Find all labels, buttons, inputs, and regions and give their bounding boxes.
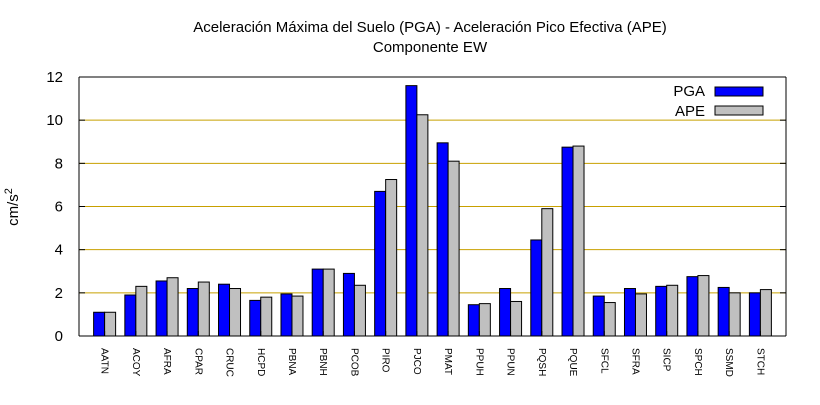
legend: PGA APE: [673, 83, 764, 120]
bar-ape-pmat: [447, 160, 460, 337]
bar-ape-ppuh: [478, 303, 491, 337]
bar-pga-aatn: [93, 311, 106, 337]
x-category-label: PQSH: [536, 348, 547, 376]
x-category-label: AFRA: [161, 348, 172, 375]
bar-pga-pbna: [280, 293, 293, 337]
bar-pga-sicp: [655, 285, 668, 337]
bar-pga-stch: [748, 292, 761, 337]
y-axis-label: cm/s2: [3, 188, 22, 226]
bar-ape-pqsh: [541, 208, 554, 337]
y-tick-label: 4: [55, 242, 63, 259]
bar-pga-pqsh: [530, 239, 543, 337]
bar-pga-pmat: [436, 142, 449, 337]
bar-pga-hcpd: [249, 299, 262, 337]
legend-label-pga: PGA: [673, 83, 705, 100]
bar-pga-pque: [561, 146, 574, 337]
x-category-label: PBNA: [286, 348, 297, 376]
bars: [93, 85, 772, 337]
chart-title: Aceleración Máxima del Suelo (PGA) - Ace…: [193, 19, 667, 36]
x-category-label: PMAT: [442, 348, 453, 375]
bar-ape-spch: [697, 275, 710, 337]
bar-ape-piro: [385, 179, 398, 337]
bar-pga-pbnh: [311, 268, 324, 337]
bar-ape-pjco: [416, 114, 429, 337]
bar-pga-ssmd: [717, 286, 730, 337]
bar-ape-afra: [166, 277, 179, 337]
bar-ape-aatn: [104, 311, 117, 337]
x-category-labels: AATN ACOY AFRA CPAR CRUC HCPD PBNA PBNH PCOB PIRO…: [99, 348, 766, 377]
bar-pga-cruc: [218, 283, 231, 337]
x-category-label: AATN: [99, 348, 110, 374]
bar-pga-ppuh: [467, 304, 480, 337]
bar-ape-acoy: [135, 285, 148, 337]
bar-ape-hcpd: [260, 296, 273, 337]
x-category-label: PCOB: [348, 348, 359, 377]
bar-pga-spch: [686, 276, 699, 337]
x-category-label: CPAR: [192, 348, 203, 375]
x-category-label: HCPD: [255, 348, 266, 376]
bar-ape-pbnh: [322, 268, 335, 337]
x-category-label: PBNH: [317, 348, 328, 376]
y-tick-labels: 0 2 4 6 8 10 12: [46, 69, 63, 345]
x-category-label: CRUC: [224, 348, 235, 377]
y-axis-label-exponent: 2: [3, 188, 15, 194]
axes: [78, 76, 787, 337]
y-tick-label: 2: [55, 285, 63, 302]
x-category-label: SPCH: [692, 348, 703, 376]
grid-lines: [79, 119, 786, 294]
x-category-label: ACOY: [130, 348, 141, 377]
bar-pga-sfcl: [592, 295, 605, 337]
bar-ape-cruc: [229, 288, 242, 337]
legend-swatch-ape: [714, 105, 764, 116]
x-category-label: SFCL: [598, 348, 609, 374]
legend-swatch-pga: [714, 86, 764, 97]
x-category-label: SSMD: [723, 348, 734, 377]
chart-subtitle: Componente EW: [373, 39, 488, 56]
bar-ape-pque: [572, 145, 585, 337]
x-category-label: PJCO: [411, 348, 422, 375]
bar-pga-ppun: [499, 288, 512, 337]
x-category-label: SICP: [661, 348, 672, 372]
bar-pga-pcob: [342, 272, 355, 337]
y-tick-label: 6: [55, 199, 63, 216]
bar-ape-sicp: [666, 284, 679, 337]
bar-ape-sfra: [634, 293, 647, 337]
bar-pga-acoy: [124, 294, 137, 337]
bar-ape-ssmd: [728, 292, 741, 337]
y-tick-label: 10: [46, 112, 63, 129]
x-category-label: STCH: [754, 348, 765, 375]
bar-ape-stch: [759, 289, 772, 337]
bar-pga-piro: [374, 190, 387, 337]
bar-pga-pjco: [405, 85, 418, 337]
y-tick-label: 0: [55, 328, 63, 345]
x-category-label: PPUN: [505, 348, 516, 376]
bar-ape-pbna: [291, 295, 304, 337]
bar-pga-afra: [155, 280, 168, 337]
legend-label-ape: APE: [675, 103, 705, 120]
bar-pga-cpar: [186, 288, 199, 337]
x-category-label: SFRA: [629, 348, 640, 375]
x-category-label: PPUH: [473, 348, 484, 376]
bar-pga-sfra: [623, 288, 636, 337]
bar-ape-pcob: [353, 284, 366, 337]
x-category-label: PQUE: [567, 348, 578, 377]
bar-ape-sfcl: [603, 302, 616, 337]
bar-ape-ppun: [510, 300, 523, 337]
x-category-label: PIRO: [380, 348, 391, 373]
y-axis-label-unit: cm/s: [5, 194, 22, 226]
y-tick-label: 8: [55, 155, 63, 172]
bar-ape-cpar: [197, 281, 210, 337]
y-tick-label: 12: [46, 69, 63, 86]
